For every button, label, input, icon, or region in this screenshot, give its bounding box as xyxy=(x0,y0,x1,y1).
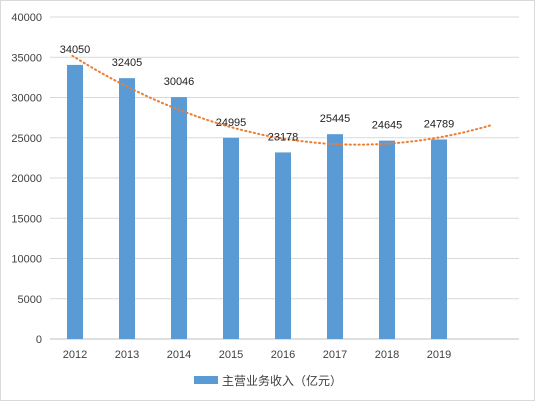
bar xyxy=(431,139,447,339)
data-label: 23178 xyxy=(268,131,299,143)
data-label: 24789 xyxy=(424,118,455,130)
bar xyxy=(223,137,239,339)
bar xyxy=(171,97,187,339)
y-tick-label: 40000 xyxy=(11,12,42,24)
y-axis: 0 5000 10000 15000 20000 25000 30000 35000 40000 xyxy=(11,12,42,346)
data-label: 34050 xyxy=(60,44,91,56)
y-tick-label: 30000 xyxy=(11,93,42,105)
bars xyxy=(67,64,447,340)
bar xyxy=(119,78,135,340)
trendline xyxy=(71,54,492,146)
legend-label: 主营业务收入（亿元） xyxy=(222,373,342,388)
data-labels: 34050 32405 30046 24995 23178 25445 24645 24789 xyxy=(60,44,455,144)
x-tick-label: 2012 xyxy=(63,349,87,361)
x-tick-label: 2015 xyxy=(219,349,243,361)
bar xyxy=(327,134,343,339)
bar xyxy=(275,152,291,339)
y-tick-label: 10000 xyxy=(11,254,42,266)
x-tick-label: 2014 xyxy=(167,349,191,361)
x-tick-label: 2017 xyxy=(323,349,347,361)
legend-swatch xyxy=(194,376,218,384)
data-label: 24995 xyxy=(216,117,247,129)
y-tick-label: 35000 xyxy=(11,52,42,64)
data-label: 30046 xyxy=(164,76,195,88)
x-tick-label: 2019 xyxy=(427,349,451,361)
x-axis: 2012 2013 2014 2015 2016 2017 2018 2019 xyxy=(63,349,451,361)
y-tick-label: 20000 xyxy=(11,173,42,185)
y-tick-label: 5000 xyxy=(18,294,42,306)
data-label: 32405 xyxy=(112,57,143,69)
bar xyxy=(67,64,83,340)
x-tick-label: 2013 xyxy=(115,349,139,361)
bar xyxy=(379,140,395,339)
y-tick-label: 0 xyxy=(36,334,42,346)
x-tick-label: 2018 xyxy=(375,349,399,361)
data-label: 24645 xyxy=(372,120,403,132)
y-tick-label: 25000 xyxy=(11,133,42,145)
data-label: 25445 xyxy=(320,113,351,125)
trendline-path xyxy=(71,54,492,146)
x-tick-label: 2016 xyxy=(271,349,295,361)
y-tick-label: 15000 xyxy=(11,213,42,225)
legend: 主营业务收入（亿元） xyxy=(194,373,342,388)
